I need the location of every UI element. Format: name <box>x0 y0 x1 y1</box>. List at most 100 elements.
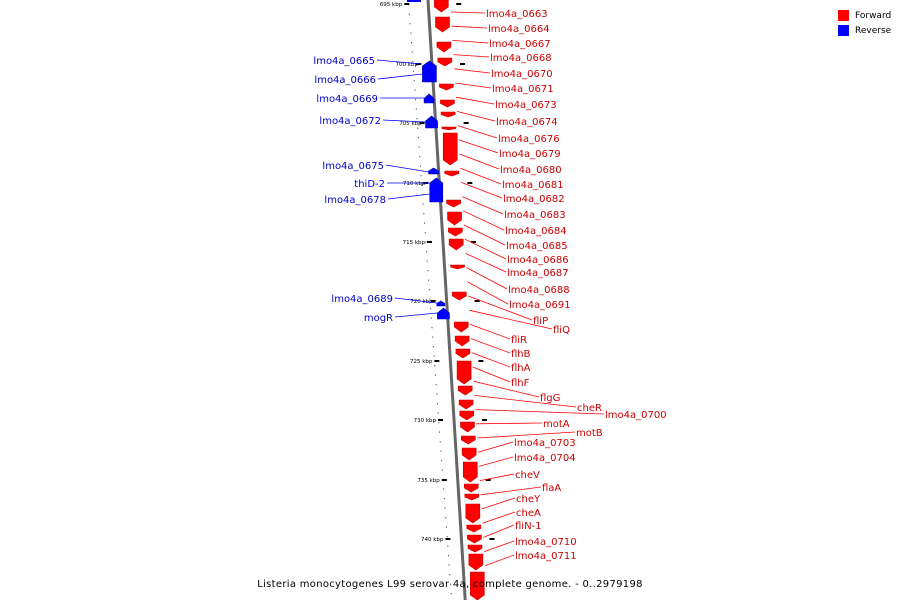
forward-gene-block <box>460 435 476 445</box>
tick-label: 720 kbp <box>410 299 433 305</box>
forward-gene-label-cher: cheR <box>577 403 602 414</box>
legend-label-forward: Forward <box>855 10 892 21</box>
forward-gene-block <box>441 126 457 131</box>
reverse-gene-label-lmo4a-0672: lmo4a_0672 <box>319 116 381 127</box>
track-dot <box>431 327 433 329</box>
forward-leader-line <box>466 267 508 290</box>
forward-leader-line <box>459 153 500 170</box>
forward-gene-label-lmo4a-0691: lmo4a_0691 <box>509 300 571 311</box>
forward-gene-block <box>442 132 458 166</box>
forward-gene-label-lmo4a-0688: lmo4a_0688 <box>508 285 570 296</box>
forward-leader-line <box>477 441 514 453</box>
track-dot <box>444 507 446 509</box>
track-dot <box>445 526 447 528</box>
forward-gene-label-flhb: flhB <box>511 349 531 360</box>
track-dot <box>417 127 419 129</box>
forward-gene-block <box>459 410 475 421</box>
track-dot <box>448 564 450 566</box>
forward-gene-block <box>463 483 479 493</box>
tick-label: 740 kbp <box>421 537 444 543</box>
track-dot <box>446 536 448 538</box>
forward-gene-label-lmo4a-0663: lmo4a_0663 <box>486 9 548 20</box>
reverse-leader-line <box>382 119 426 123</box>
forward-leader-line <box>480 486 542 496</box>
forward-gene-block <box>456 360 472 385</box>
track-dot <box>426 251 428 253</box>
track-dot <box>447 555 449 557</box>
tick-mark <box>467 182 473 184</box>
forward-leader-line <box>457 125 498 139</box>
forward-leader-line <box>452 40 489 44</box>
forward-gene-block <box>446 199 461 208</box>
reverse-leader-line <box>394 312 438 318</box>
forward-leader-line <box>456 111 496 122</box>
track-dot <box>441 469 443 471</box>
forward-leader-line <box>455 96 495 105</box>
track-dot <box>429 298 431 300</box>
forward-gene-label-fliq: fliQ <box>553 325 570 336</box>
forward-gene-label-flgg: flgG <box>540 393 560 404</box>
forward-gene-block <box>454 335 470 347</box>
forward-leader-line <box>475 409 605 415</box>
forward-leader-line <box>462 210 505 231</box>
forward-gene-label-lmo4a-0673: lmo4a_0673 <box>495 100 557 111</box>
forward-gene-label-lmo4a-0668: lmo4a_0668 <box>490 53 552 64</box>
forward-swatch <box>838 10 849 21</box>
forward-gene-label-flir: fliR <box>511 335 527 346</box>
forward-gene-block <box>436 41 452 53</box>
forward-leader-line <box>453 54 490 58</box>
track-dot <box>432 346 434 348</box>
forward-gene-block <box>444 170 460 177</box>
forward-gene-label-lmo4a-0671: lmo4a_0671 <box>492 84 554 95</box>
track-dot <box>409 23 411 25</box>
forward-gene-block <box>467 544 483 553</box>
reverse-gene-label-thid-2: thiD-2 <box>354 179 385 190</box>
forward-gene-label-motb: motB <box>576 428 603 439</box>
reverse-leader-line <box>387 193 431 200</box>
tick-mark <box>427 241 433 243</box>
forward-leader-line <box>469 324 511 340</box>
track-dot <box>424 232 426 234</box>
forward-leader-line <box>484 540 515 552</box>
reverse-gene-label-lmo4a-0689: lmo4a_0689 <box>331 294 393 305</box>
forward-leader-line <box>471 352 511 368</box>
tick-label: 715 kbp <box>403 240 426 246</box>
reverse-gene-label-lmo4a-0678: lmo4a_0678 <box>324 195 386 206</box>
forward-gene-label-lmo4a-0682: lmo4a_0682 <box>503 194 565 205</box>
reverse-leader-line <box>377 73 423 80</box>
track-dot <box>450 583 452 585</box>
track-dot <box>410 32 412 34</box>
tick-label: 705 kbp <box>399 121 422 127</box>
forward-gene-block <box>447 211 462 226</box>
tick-mark <box>438 419 444 421</box>
track-dot <box>415 108 417 110</box>
forward-leader-line <box>479 473 515 481</box>
track-dot <box>450 593 452 595</box>
reverse-leader-line <box>385 164 429 173</box>
track-dot <box>417 137 419 139</box>
reverse-gene-block <box>425 115 438 129</box>
forward-leader-line <box>473 380 540 398</box>
track-dot <box>422 203 424 205</box>
reverse-gene-block <box>428 167 439 175</box>
track-dot <box>433 355 435 357</box>
forward-leader-line <box>462 196 504 215</box>
legend-item-forward: Forward <box>838 8 898 23</box>
track-dot <box>424 222 426 224</box>
tick-mark <box>489 538 495 540</box>
forward-gene-block <box>460 421 475 433</box>
forward-gene-label-lmo4a-0681: lmo4a_0681 <box>502 180 564 191</box>
track-dot <box>416 118 418 120</box>
forward-gene-block <box>458 399 474 410</box>
forward-gene-label-lmo4a-0676: lmo4a_0676 <box>498 134 560 145</box>
track-dot <box>425 241 427 243</box>
track-dot <box>430 317 432 319</box>
track-dot <box>434 374 436 376</box>
forward-gene-label-lmo4a-0684: lmo4a_0684 <box>505 226 567 237</box>
forward-leader-line <box>460 167 502 185</box>
track-dot <box>445 517 447 519</box>
forward-gene-block <box>457 385 473 396</box>
forward-gene-label-lmo4a-0679: lmo4a_0679 <box>499 149 561 160</box>
forward-leader-line <box>464 238 507 260</box>
